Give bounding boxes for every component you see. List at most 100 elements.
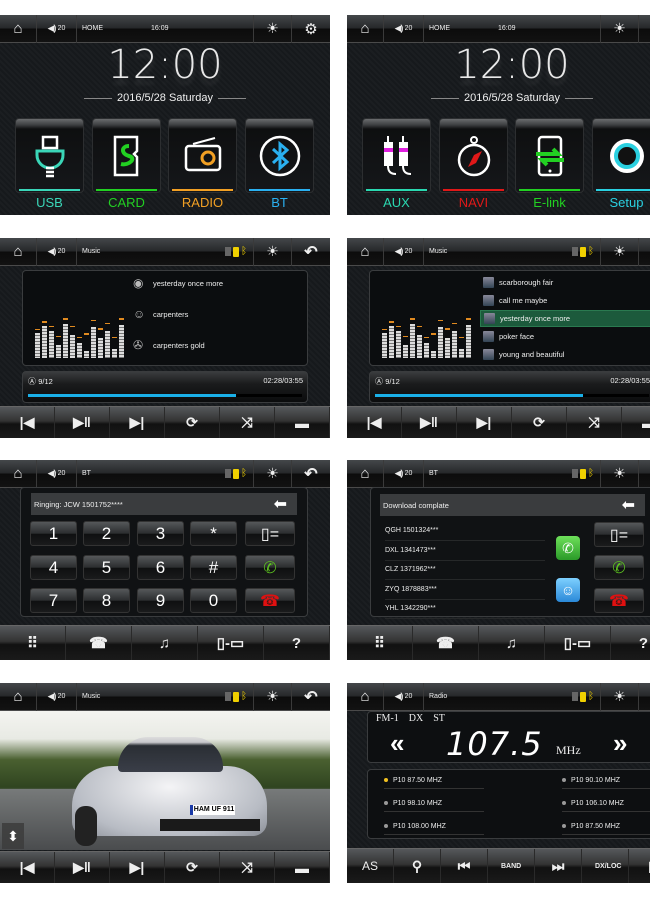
call-contact-button[interactable]: ✆ [556,536,580,560]
music-note-button[interactable]: ♫ [132,626,198,660]
progress-track[interactable] [28,394,302,397]
tile-label[interactable]: RADIO [181,195,224,210]
seek-back-button[interactable]: « [390,728,405,758]
back-button[interactable]: ↶ [292,683,330,711]
contact-item[interactable]: CLZ 1371962*** [385,562,545,580]
phone-transfer-button[interactable]: ▯‑▭ [198,626,264,660]
dial-key[interactable]: 2 [83,521,130,546]
dial-key[interactable]: 6 [137,555,184,580]
help-button[interactable]: ? [611,626,650,660]
repeat-button[interactable]: ⟳ [165,852,220,883]
folder-button[interactable]: ▬ [622,407,650,438]
volume-button[interactable]: ◀) 20 [37,683,77,711]
settings-button[interactable]: ⚙ [639,15,650,43]
volume-button[interactable]: ◀) 20 [384,15,424,43]
contact-item[interactable]: QGH 1501324*** [385,523,545,541]
preset-item[interactable]: P10 90.10 MHZ [562,776,650,789]
tile-setup[interactable] [592,118,650,193]
home-button[interactable]: ⌂ [0,683,37,711]
playlist-item[interactable]: call me maybe [480,292,650,309]
tile-card[interactable] [92,118,161,193]
folder-button[interactable]: ▬ [275,852,330,883]
preset-item[interactable]: P10 108.00 MHZ [384,822,484,835]
radio-band-button[interactable]: BAND [488,849,535,883]
tile-label[interactable]: BT [271,195,288,210]
brightness-button[interactable]: ☀ [253,683,292,711]
volume-button[interactable]: ◀) 20 [37,15,77,43]
contact-item[interactable]: DXL 1341473*** [385,543,545,561]
back-button[interactable]: ↶ [639,238,650,266]
home-button[interactable]: ⌂ [0,238,37,266]
dial-key[interactable]: 3 [137,521,184,546]
dial-key[interactable]: 1 [30,521,77,546]
radio-more-button[interactable]: ▯ [629,849,650,883]
brightness-button[interactable]: ☀ [600,15,639,43]
shuffle-button[interactable]: ⤨ [567,407,622,438]
dial-key[interactable]: 4 [30,555,77,580]
home-button[interactable]: ⌂ [347,460,384,488]
tile-label[interactable]: USB [36,195,63,210]
repeat-button[interactable]: ⟳ [512,407,567,438]
keypad-button[interactable]: ⠿ [0,626,66,660]
playlist-item[interactable]: yesterday once more [480,310,650,327]
next-button[interactable]: ▶| [110,852,165,883]
home-button[interactable]: ⌂ [347,15,384,43]
preset-item[interactable]: P10 98.10 MHZ [384,799,484,812]
brightness-button[interactable]: ☀ [600,683,639,711]
tile-label[interactable]: E-link [533,195,566,210]
hang-up-button[interactable]: ☎ [245,588,295,613]
shuffle-button[interactable]: ⤨ [220,407,275,438]
brightness-button[interactable]: ☀ [253,238,292,266]
contact-item[interactable]: YHL 1342290*** [385,601,545,619]
tile-e-link[interactable] [515,118,584,193]
tile-radio[interactable] [168,118,237,193]
tile-navi[interactable] [439,118,508,193]
shuffle-button[interactable]: ⤨ [220,852,275,883]
next-button[interactable]: ▶| [110,407,165,438]
folder-button[interactable]: ▬ [275,407,330,438]
brightness-button[interactable]: ☀ [253,460,292,488]
tile-label[interactable]: AUX [383,195,410,210]
dial-key[interactable]: 5 [83,555,130,580]
radio-prev-button[interactable]: ⏮ [441,849,488,883]
phone-transfer-button[interactable]: ▯= [594,522,644,547]
help-button[interactable]: ? [264,626,330,660]
brightness-button[interactable]: ☀ [253,15,292,43]
resize-toggle-icon[interactable]: ⬍ [2,823,24,849]
playlist-item[interactable]: young and beautiful [480,346,650,363]
seek-forward-button[interactable]: » [613,728,628,758]
playlist-item[interactable]: poker face [480,328,650,345]
phonebook-button[interactable]: ☎ [413,626,479,660]
tile-usb[interactable] [15,118,84,193]
repeat-button[interactable]: ⟳ [165,407,220,438]
home-button[interactable]: ⌂ [347,683,384,711]
back-button[interactable]: ↶ [292,238,330,266]
volume-button[interactable]: ◀) 20 [384,683,424,711]
home-button[interactable]: ⌂ [0,15,37,43]
radio-search-button[interactable]: ⚲ [394,849,441,883]
progress-track[interactable] [375,394,649,397]
contact-item[interactable]: ZYQ 1878883*** [385,582,545,600]
settings-button[interactable]: ⚙ [292,15,330,43]
previous-button[interactable]: |◀ [347,407,402,438]
answer-call-button[interactable]: ✆ [245,555,295,580]
volume-button[interactable]: ◀) 20 [37,460,77,488]
phone-transfer-button[interactable]: ▯= [245,521,295,546]
home-button[interactable]: ⌂ [347,238,384,266]
dial-key[interactable]: 7 [30,588,77,613]
dial-key[interactable]: 9 [137,588,184,613]
hang-up-button[interactable]: ☎ [594,588,644,613]
tile-label[interactable]: Setup [609,195,644,210]
volume-button[interactable]: ◀) 20 [37,238,77,266]
play-pause-button[interactable]: ▶‖ [55,852,110,883]
contact-profile-button[interactable]: ☺ [556,578,580,602]
back-button[interactable]: ↶ [639,460,650,488]
back-button[interactable]: ↶ [639,683,650,711]
previous-button[interactable]: |◀ [0,407,55,438]
radio-next-button[interactable]: ⏭ [535,849,582,883]
home-button[interactable]: ⌂ [0,460,37,488]
music-note-button[interactable]: ♫ [479,626,545,660]
radio-as-button[interactable]: AS [347,849,394,883]
play-pause-button[interactable]: ▶‖ [55,407,110,438]
preset-item[interactable]: P10 106.10 MHZ [562,799,650,812]
